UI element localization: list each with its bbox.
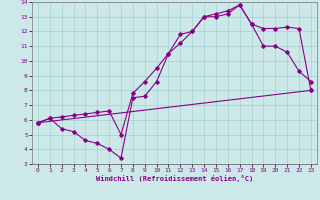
X-axis label: Windchill (Refroidissement éolien,°C): Windchill (Refroidissement éolien,°C) — [96, 175, 253, 182]
